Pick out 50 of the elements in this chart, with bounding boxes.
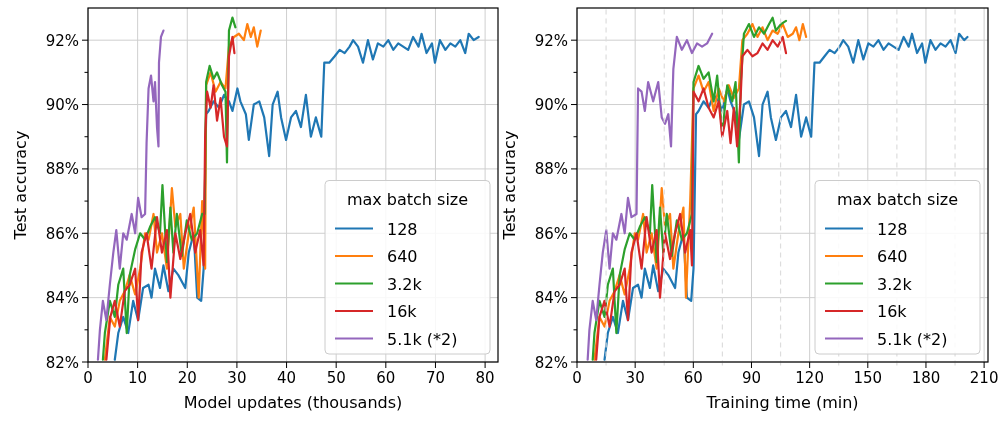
legend-title: max batch size [836, 189, 959, 209]
legend-label: 640 [387, 247, 418, 266]
x-axis-title: Training time (min) [705, 393, 859, 412]
legend-label: 3.2k [387, 274, 423, 294]
y-tick-label: 86% [534, 224, 568, 243]
y-tick-label: 86% [45, 224, 79, 243]
x-tick-label: 0 [572, 369, 582, 387]
x-tick-label: 40 [277, 369, 297, 387]
x-axis-title: Model updates (thousands) [183, 393, 403, 412]
y-tick-label: 82% [45, 353, 79, 372]
legend-label: 16k [387, 302, 418, 321]
legend-label: 640 [877, 247, 908, 266]
x-tick-label: 180 [911, 369, 941, 387]
legend-title: max batch size [346, 189, 469, 209]
y-tick-label: 90% [45, 96, 79, 115]
y-tick-label: 92% [45, 31, 79, 50]
legend-label: 3.2k [877, 274, 913, 294]
y-tick-label: 88% [45, 160, 79, 179]
y-tick-label: 92% [534, 31, 568, 50]
legend-label: 5.1k (*2) [387, 329, 458, 349]
line-series [586, 32, 714, 361]
y-axis-title: Test accuracy [11, 130, 30, 241]
line-series [603, 32, 969, 361]
line-series [103, 22, 262, 361]
x-tick-label: 80 [475, 369, 495, 387]
legend-label: 128 [387, 219, 418, 239]
x-tick-label: 0 [83, 369, 93, 387]
y-axis-title: Test accuracy [500, 130, 519, 241]
y-tick-label: 82% [534, 353, 568, 372]
x-tick-label: 150 [853, 369, 883, 387]
x-tick-label: 30 [625, 369, 645, 387]
y-tick-label: 90% [534, 96, 568, 115]
y-tick-label: 84% [45, 289, 79, 308]
legend-label: 16k [877, 302, 908, 321]
x-tick-label: 20 [177, 369, 197, 387]
legend-label: 128 [877, 219, 908, 239]
x-tick-label: 90 [741, 369, 762, 387]
x-tick-label: 70 [425, 369, 445, 387]
x-tick-label: 60 [376, 369, 396, 387]
x-tick-label: 210 [969, 369, 999, 387]
x-tick-label: 60 [683, 369, 703, 387]
x-tick-label: 10 [128, 369, 148, 387]
line-series [113, 32, 480, 361]
x-tick-label: 120 [795, 369, 824, 387]
line-series [96, 29, 165, 361]
legend-label: 5.1k (*2) [877, 329, 948, 349]
y-tick-label: 88% [534, 160, 568, 179]
x-tick-label: 50 [326, 369, 346, 387]
x-tick-label: 30 [227, 369, 247, 387]
y-tick-label: 84% [534, 289, 568, 308]
